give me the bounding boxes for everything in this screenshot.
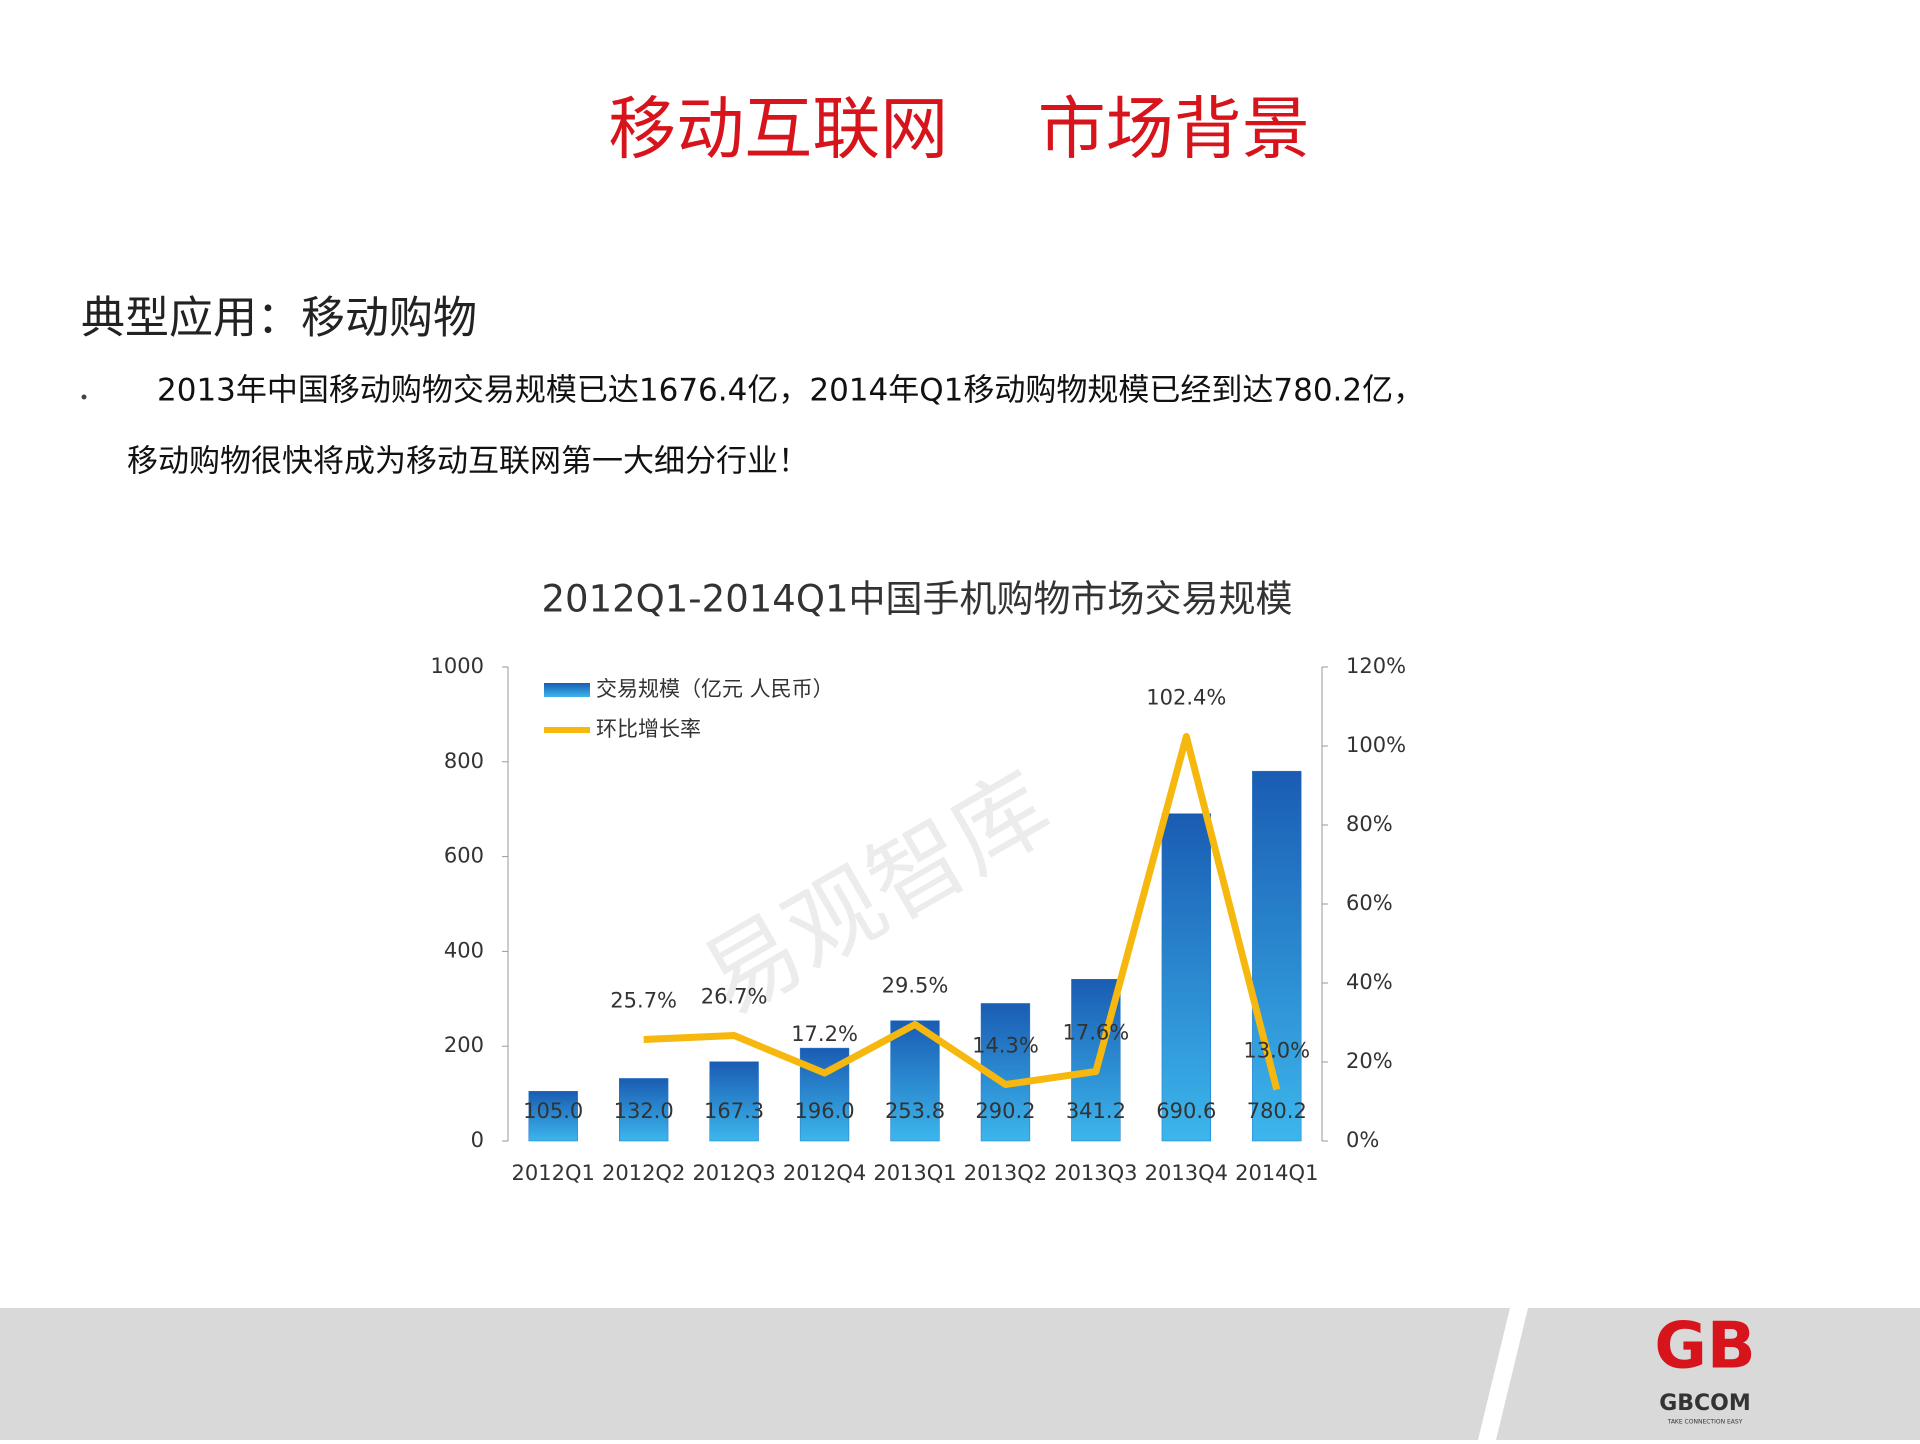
x-tick-label: 2012Q3: [692, 1161, 775, 1185]
footer-band: [1496, 1308, 1920, 1440]
growth-line: [643, 733, 1281, 1091]
y2-tick-label: 20%: [1346, 1049, 1393, 1073]
y-tick-label: 0: [471, 1128, 484, 1152]
data-label: 690.6: [1156, 1099, 1216, 1123]
logo-text: GBCOM: [1659, 1391, 1751, 1416]
y-tick-label: 400: [444, 938, 484, 962]
bar: [890, 1020, 940, 1142]
x-tick-label: 2013Q1: [873, 1161, 956, 1185]
y-tick-label: 600: [444, 844, 484, 868]
x-tick-label: 2012Q1: [512, 1161, 595, 1185]
data-label: 17.6%: [1063, 1020, 1130, 1044]
body-line: 2013年中国移动购物交易规模已达1676.4亿，2014年Q1移动购物规模已经…: [157, 373, 1424, 409]
data-label: 290.2: [975, 1099, 1035, 1123]
data-label: 26.7%: [701, 985, 768, 1009]
data-label: 14.3%: [972, 1034, 1039, 1058]
x-tick-label: 2012Q2: [602, 1161, 685, 1185]
x-tick-label: 2013Q3: [1054, 1161, 1137, 1185]
bar: [1161, 813, 1212, 1142]
subtitle: 典型应用：移动购物: [81, 293, 477, 344]
logo-tagline: TAKE CONNECTION EASY: [1667, 1419, 1743, 1426]
data-label: 13.0%: [1243, 1039, 1310, 1063]
data-label: 102.4%: [1146, 686, 1226, 710]
y2-tick-label: 80%: [1346, 812, 1393, 836]
y2-tick-label: 60%: [1346, 891, 1393, 915]
data-label: 780.2: [1247, 1099, 1307, 1123]
y-tick-label: 200: [444, 1033, 484, 1057]
data-label: 253.8: [885, 1099, 945, 1123]
bar: [618, 1078, 669, 1142]
y2-tick-label: 120%: [1346, 654, 1406, 678]
legend-swatch: [544, 683, 590, 697]
y-tick-label: 1000: [431, 654, 484, 678]
data-label: 105.0: [523, 1099, 583, 1123]
bullet-dot: [81, 394, 87, 400]
data-label: 17.2%: [791, 1022, 858, 1046]
x-tick-label: 2013Q4: [1145, 1161, 1228, 1185]
x-tick-label: 2012Q4: [783, 1161, 866, 1185]
footer-band: [0, 1308, 1510, 1440]
y-tick-label: 800: [444, 749, 484, 773]
legend-label: 环比增长率: [596, 717, 701, 741]
data-label: 25.7%: [610, 988, 677, 1012]
data-label: 132.0: [614, 1099, 674, 1123]
logo-mark: GB: [1654, 1310, 1755, 1384]
bar: [528, 1090, 578, 1142]
chart-title: 2012Q1-2014Q1中国手机购物市场交易规模: [541, 578, 1292, 621]
y2-tick-label: 100%: [1346, 733, 1406, 757]
data-label: 29.5%: [882, 973, 949, 997]
slide-title: 移动互联网 市场背景: [608, 91, 1310, 170]
data-label: 196.0: [794, 1099, 854, 1123]
body-line: 移动购物很快将成为移动互联网第一大细分行业！: [127, 444, 809, 480]
data-label: 167.3: [704, 1099, 764, 1123]
y2-tick-label: 0%: [1346, 1128, 1379, 1152]
y2-tick-label: 40%: [1346, 970, 1393, 994]
x-tick-label: 2013Q2: [964, 1161, 1047, 1185]
legend-label: 交易规模（亿元 人民币）: [596, 677, 834, 701]
data-label: 341.2: [1066, 1099, 1126, 1123]
bar: [709, 1061, 759, 1142]
x-tick-label: 2014Q1: [1235, 1161, 1318, 1185]
